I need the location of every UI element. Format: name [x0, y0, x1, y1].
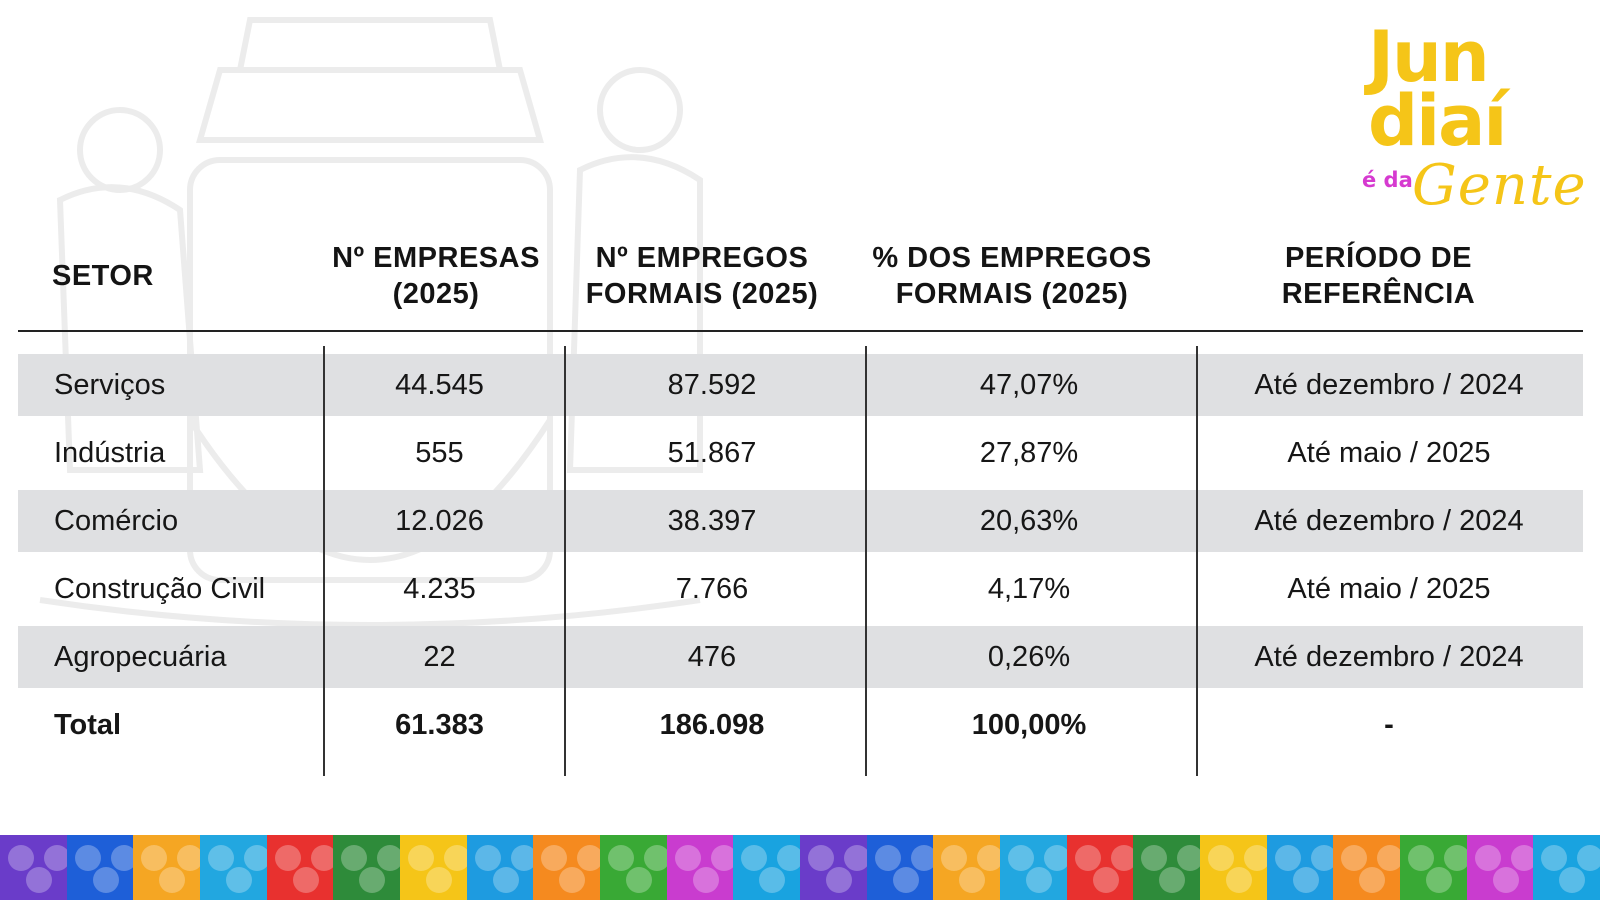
cell-empregos: 51.867	[667, 436, 757, 469]
hill-icon	[1133, 835, 1201, 900]
cell-setor: Indústria	[54, 436, 166, 469]
train-icon	[533, 835, 601, 900]
cell-empresas: 22	[423, 640, 456, 673]
building-icon	[400, 835, 467, 900]
grape-icon	[800, 835, 867, 900]
cell-empresas: 4.235	[403, 572, 476, 605]
cell-empregos: 476	[687, 640, 737, 673]
cell-percentual: 0,26%	[987, 640, 1071, 673]
jundiai-logo: Jun diaí é da Gente	[1362, 22, 1592, 218]
sun-icon	[933, 835, 1001, 900]
header-empresas: Nº EMPRESAS (2025)	[332, 242, 540, 310]
logo-gente: Gente	[1412, 153, 1587, 218]
logo-e-da: é da	[1362, 168, 1413, 192]
table-total-row: Total 61.383 186.098 100,00% -	[18, 694, 1583, 756]
column-divider-4	[1196, 346, 1198, 776]
decorative-footer-strip	[0, 835, 1600, 900]
bridge-icon	[1533, 835, 1600, 900]
cell-percentual: 47,07%	[979, 368, 1079, 401]
cell-periodo: Até dezembro / 2024	[1254, 640, 1524, 673]
cell-periodo: Até dezembro / 2024	[1254, 368, 1524, 401]
grape-icon	[0, 835, 67, 900]
cell-setor: Construção Civil	[54, 572, 266, 605]
logo-line-2: diaí	[1368, 80, 1507, 162]
circuit-icon	[1400, 835, 1467, 900]
sector-employment-table: SETOR Nº EMPRESAS (2025) Nº EMPREGOS FOR…	[18, 220, 1583, 776]
fish-icon	[200, 835, 267, 900]
table-row: Agropecuária 22 476 0,26% Até dezembro / 202…	[18, 626, 1583, 688]
header-divider	[18, 330, 1583, 332]
header-periodo: PERÍODO DE REFERÊNCIA	[1281, 242, 1476, 310]
train-icon	[1333, 835, 1401, 900]
cell-empresas: 555	[415, 436, 464, 469]
cell-empresas: 61.383	[395, 708, 484, 741]
cell-periodo: Até maio / 2025	[1287, 436, 1491, 469]
water-waves-icon	[866, 835, 934, 900]
flowers-icon	[1466, 835, 1534, 900]
cell-setor: Comércio	[54, 504, 179, 537]
header-percentual: % DOS EMPREGOS FORMAIS (2025)	[872, 242, 1152, 310]
hill-icon	[333, 835, 401, 900]
cell-setor: Total	[54, 708, 122, 741]
table-row: Comércio 12.026 38.397 20,63% Até dezembro /…	[18, 490, 1583, 552]
water-waves-icon	[66, 835, 134, 900]
cell-percentual: 27,87%	[979, 436, 1079, 469]
column-divider-1	[323, 346, 325, 776]
flowers-icon	[666, 835, 734, 900]
bridge-icon	[733, 835, 801, 900]
table-header: SETOR Nº EMPRESAS (2025) Nº EMPREGOS FOR…	[18, 220, 1583, 332]
cell-empregos: 87.592	[667, 368, 757, 401]
music-note-icon	[1066, 835, 1134, 900]
header-empregos: Nº EMPREGOS FORMAIS (2025)	[585, 242, 819, 310]
cell-percentual: 20,63%	[979, 504, 1079, 537]
cell-empregos: 186.098	[659, 708, 765, 741]
cell-empregos: 7.766	[675, 572, 749, 605]
fish-icon	[1000, 835, 1067, 900]
sun-icon	[133, 835, 201, 900]
column-divider-2	[564, 346, 566, 776]
cell-periodo: -	[1384, 708, 1394, 741]
header-setor: SETOR	[52, 260, 154, 292]
column-divider-3	[865, 346, 867, 776]
runner-icon	[1266, 835, 1334, 900]
runner-icon	[466, 835, 534, 900]
cell-empregos: 38.397	[667, 504, 757, 537]
music-note-icon	[266, 835, 334, 900]
cell-percentual: 4,17%	[987, 572, 1071, 605]
cell-empresas: 12.026	[395, 504, 484, 537]
table-row: Indústria 555 51.867 27,87% Até maio / 2025	[18, 422, 1583, 484]
cell-empresas: 44.545	[395, 368, 484, 401]
cell-periodo: Até maio / 2025	[1287, 572, 1491, 605]
circuit-icon	[600, 835, 667, 900]
cell-setor: Agropecuária	[54, 640, 227, 673]
table-row: Serviços 44.545 87.592 47,07% Até dezembro /…	[18, 354, 1583, 416]
table-row: Construção Civil 4.235 7.766 4,17% Até maio …	[18, 558, 1583, 620]
building-icon	[1200, 835, 1267, 900]
cell-setor: Serviços	[54, 368, 166, 401]
cell-periodo: Até dezembro / 2024	[1254, 504, 1524, 537]
logo-line-1: Jun	[1368, 16, 1490, 98]
cell-percentual: 100,00%	[971, 708, 1087, 741]
